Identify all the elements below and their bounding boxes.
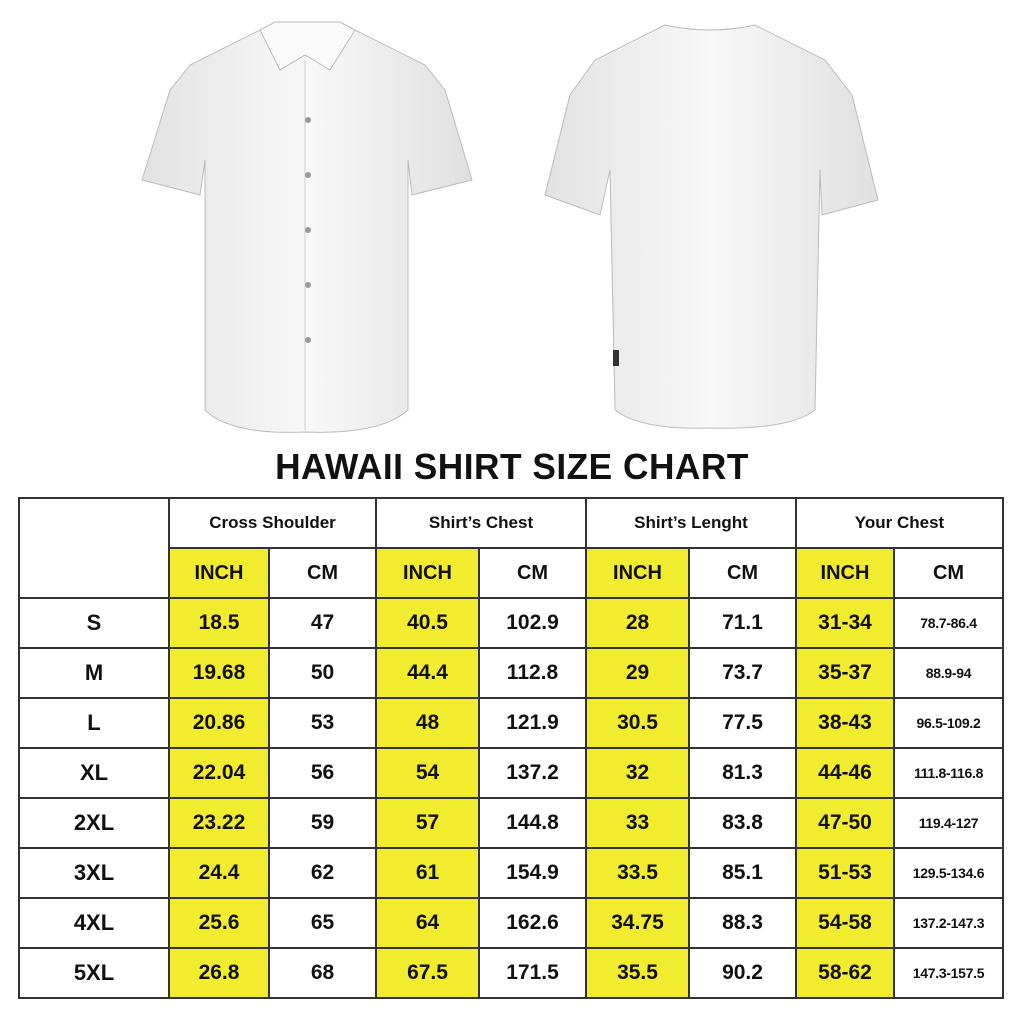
header-your-chest: Your Chest — [795, 497, 1004, 549]
corner-cell — [18, 497, 170, 599]
size-label: S — [18, 597, 170, 649]
cm-value: 119.4-127 — [893, 797, 1004, 849]
size-label: 5XL — [18, 947, 170, 999]
unit-cm: CM — [688, 547, 797, 599]
cm-value: 111.8-116.8 — [893, 747, 1004, 799]
cm-value: 129.5-134.6 — [893, 847, 1004, 899]
inch-value: 64 — [375, 897, 480, 949]
cm-value: 77.5 — [688, 697, 797, 749]
inch-value: 34.75 — [585, 897, 690, 949]
table-row: S 18.5 47 40.5 102.9 28 71.1 31-34 78.7-86.4 — [18, 597, 1004, 649]
inch-value: 58-62 — [795, 947, 895, 999]
table-row: M 19.68 50 44.4 112.8 29 73.7 35-37 88.9-94 — [18, 647, 1004, 699]
inch-value: 19.68 — [168, 647, 270, 699]
cm-value: 154.9 — [478, 847, 587, 899]
size-label: M — [18, 647, 170, 699]
cm-value: 50 — [268, 647, 377, 699]
inch-value: 22.04 — [168, 747, 270, 799]
cm-value: 88.3 — [688, 897, 797, 949]
cm-value: 88.9-94 — [893, 647, 1004, 699]
size-label: XL — [18, 747, 170, 799]
inch-value: 54-58 — [795, 897, 895, 949]
inch-value: 20.86 — [168, 697, 270, 749]
inch-value: 48 — [375, 697, 480, 749]
cm-value: 68 — [268, 947, 377, 999]
table-row: 4XL 25.6 65 64 162.6 34.75 88.3 54-58 137.2-147.… — [18, 897, 1004, 949]
table-row: XL 22.04 56 54 137.2 32 81.3 44-46 111.8-116.8 — [18, 747, 1004, 799]
unit-inch: INCH — [375, 547, 480, 599]
cm-value: 53 — [268, 697, 377, 749]
cm-value: 62 — [268, 847, 377, 899]
cm-value: 102.9 — [478, 597, 587, 649]
inch-value: 28 — [585, 597, 690, 649]
cm-value: 162.6 — [478, 897, 587, 949]
cm-value: 83.8 — [688, 797, 797, 849]
cm-value: 90.2 — [688, 947, 797, 999]
table-row: 3XL 24.4 62 61 154.9 33.5 85.1 51-53 129.5-134.6 — [18, 847, 1004, 899]
cm-value: 147.3-157.5 — [893, 947, 1004, 999]
inch-value: 44.4 — [375, 647, 480, 699]
cm-value: 65 — [268, 897, 377, 949]
inch-value: 35.5 — [585, 947, 690, 999]
unit-cm: CM — [893, 547, 1004, 599]
size-label: 3XL — [18, 847, 170, 899]
inch-value: 26.8 — [168, 947, 270, 999]
inch-value: 51-53 — [795, 847, 895, 899]
group-header-row: Cross Shoulder Shirt’s Chest Shirt’s Len… — [18, 497, 1004, 599]
inch-value: 31-34 — [795, 597, 895, 649]
inch-value: 18.5 — [168, 597, 270, 649]
inch-value: 38-43 — [795, 697, 895, 749]
cm-value: 56 — [268, 747, 377, 799]
inch-value: 33 — [585, 797, 690, 849]
cm-value: 144.8 — [478, 797, 587, 849]
inch-value: 29 — [585, 647, 690, 699]
inch-value: 67.5 — [375, 947, 480, 999]
unit-inch: INCH — [795, 547, 895, 599]
size-label: 2XL — [18, 797, 170, 849]
cm-value: 137.2 — [478, 747, 587, 799]
inch-value: 54 — [375, 747, 480, 799]
inch-value: 61 — [375, 847, 480, 899]
cm-value: 137.2-147.3 — [893, 897, 1004, 949]
cm-value: 78.7-86.4 — [893, 597, 1004, 649]
inch-value: 47-50 — [795, 797, 895, 849]
table-row: 5XL 26.8 68 67.5 171.5 35.5 90.2 58-62 147.3-157… — [18, 947, 1004, 999]
cm-value: 59 — [268, 797, 377, 849]
inch-value: 33.5 — [585, 847, 690, 899]
size-label: L — [18, 697, 170, 749]
unit-inch: INCH — [168, 547, 270, 599]
inch-value: 32 — [585, 747, 690, 799]
size-label: 4XL — [18, 897, 170, 949]
header-cross-shoulder: Cross Shoulder — [168, 497, 377, 549]
cm-value: 73.7 — [688, 647, 797, 699]
inch-value: 25.6 — [168, 897, 270, 949]
unit-inch: INCH — [585, 547, 690, 599]
chart-title: HAWAII SHIRT SIZE CHART — [275, 446, 749, 487]
cm-value: 85.1 — [688, 847, 797, 899]
inch-value: 40.5 — [375, 597, 480, 649]
inch-value: 24.4 — [168, 847, 270, 899]
inch-value: 23.22 — [168, 797, 270, 849]
cm-value: 96.5-109.2 — [893, 697, 1004, 749]
unit-cm: CM — [478, 547, 587, 599]
unit-header-row: INCH CM INCH CM INCH CM INCH CM — [19, 547, 1004, 599]
table-row: 2XL 23.22 59 57 144.8 33 83.8 47-50 119.4-127 — [18, 797, 1004, 849]
shirt-back-image — [544, 24, 879, 429]
cm-value: 112.8 — [478, 647, 587, 699]
cm-value: 171.5 — [478, 947, 587, 999]
cm-value: 47 — [268, 597, 377, 649]
inch-value: 30.5 — [585, 697, 690, 749]
header-shirts-length: Shirt’s Lenght — [585, 497, 797, 549]
inch-value: 35-37 — [795, 647, 895, 699]
inch-value: 44-46 — [795, 747, 895, 799]
header-shirts-chest: Shirt’s Chest — [375, 497, 587, 549]
unit-cm: CM — [268, 547, 377, 599]
inch-value: 57 — [375, 797, 480, 849]
cm-value: 81.3 — [688, 747, 797, 799]
cm-value: 71.1 — [688, 597, 797, 649]
shirt-front-image — [141, 21, 473, 433]
size-chart-table: Cross Shoulder Shirt’s Chest Shirt’s Len… — [18, 497, 1004, 999]
cm-value: 121.9 — [478, 697, 587, 749]
table-row: L 20.86 53 48 121.9 30.5 77.5 38-43 96.5-109.2 — [18, 697, 1004, 749]
